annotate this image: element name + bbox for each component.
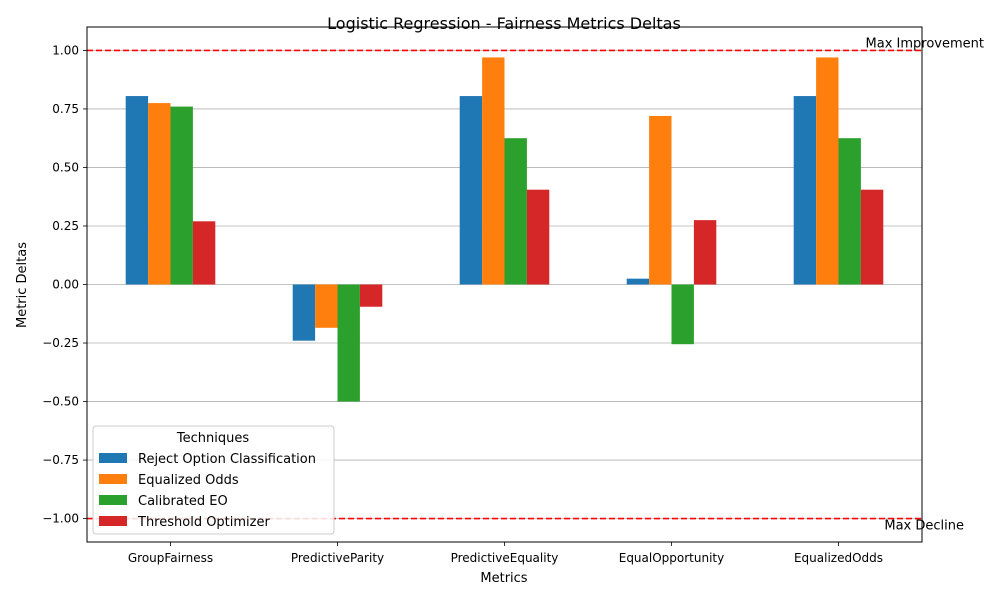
legend-box [92,425,335,535]
x-axis-label: Metrics [480,571,527,586]
y-axis-label: Metric Deltas [15,242,30,328]
chart-title: Logistic Regression - Fairness Metrics D… [327,14,681,33]
legend: Techniques Reject Option Classification E… [92,425,335,535]
bar [337,284,360,402]
y-tick-label: −0.50 [42,395,79,409]
legend-swatch [99,474,127,484]
y-tick-label: 0.50 [52,160,79,174]
y-axis: −1.00 −0.75 −0.50 −0.25 0.00 0.25 0.50 0.75 1.00 [42,43,87,526]
bar [504,138,527,285]
x-tick-label: EqualizedOdds [794,551,883,565]
y-tick-label: −1.00 [42,512,79,526]
bar [816,57,839,285]
legend-swatch [99,516,127,526]
bar [649,115,672,285]
bar [626,278,650,285]
y-tick-label: 0.00 [52,278,79,292]
y-tick-label: −0.75 [42,453,79,467]
bar [292,284,316,341]
bar [359,284,383,307]
legend-swatch [99,453,127,463]
bar [459,96,483,285]
x-tick-label: PredictiveParity [291,551,384,565]
x-tick-label: EqualOpportunity [619,551,725,565]
bar [125,96,149,285]
legend-label: Reject Option Classification [138,452,316,467]
legend-label: Equalized Odds [138,473,239,488]
legend-swatch [99,495,127,505]
y-tick-label: 1.00 [52,43,79,57]
bar [192,221,216,285]
legend-title: Techniques [176,431,249,446]
bar [838,138,861,285]
bar [148,103,171,285]
bar [793,96,817,285]
x-tick-label: PredictiveEquality [451,551,559,565]
bar [860,189,884,285]
y-tick-label: 0.75 [52,102,79,116]
x-axis: GroupFairness PredictiveParity PredictiveE… [128,542,883,565]
bar [482,57,505,285]
reference-line-label: Max Improvement [866,36,984,51]
y-tick-label: 0.25 [52,219,79,233]
bars [125,57,884,402]
bar [315,284,338,328]
bar [693,220,717,285]
y-tick-label: −0.25 [42,336,79,350]
bar [170,106,193,285]
legend-label: Calibrated EO [138,494,228,509]
x-tick-label: GroupFairness [128,551,213,565]
legend-label: Threshold Optimizer [137,515,270,530]
bar [671,284,694,345]
reference-line-label: Max Decline [884,519,964,534]
bar [526,189,550,285]
